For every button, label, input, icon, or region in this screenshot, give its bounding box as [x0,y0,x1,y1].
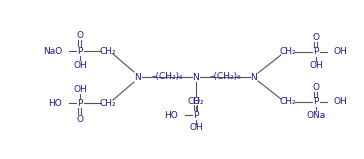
Text: –(CH₂)₆: –(CH₂)₆ [209,73,241,82]
Text: OH: OH [309,61,323,69]
Text: P: P [313,48,319,56]
Text: HO: HO [164,111,178,120]
Text: CH₂: CH₂ [280,97,296,107]
Text: O: O [76,114,83,124]
Text: N: N [251,73,257,82]
Text: OH: OH [334,97,348,107]
Text: O: O [313,83,320,93]
Text: CH₂: CH₂ [188,97,204,106]
Text: OH: OH [73,84,87,93]
Text: P: P [313,97,319,107]
Text: –(CH₂)₆: –(CH₂)₆ [151,73,183,82]
Text: CH₂: CH₂ [280,48,296,56]
Text: CH₂: CH₂ [100,98,116,107]
Text: ONa: ONa [306,111,326,120]
Text: P: P [77,98,83,107]
Text: O: O [313,34,320,42]
Text: P: P [77,46,83,55]
Text: NaO: NaO [43,46,62,55]
Text: OH: OH [73,61,87,69]
Text: CH₂: CH₂ [100,46,116,55]
Text: OH: OH [189,124,203,132]
Text: O: O [193,97,199,106]
Text: O: O [76,31,83,39]
Text: N: N [135,73,141,82]
Text: P: P [193,111,199,120]
Text: OH: OH [334,48,348,56]
Text: N: N [193,73,199,82]
Text: HO: HO [48,98,62,107]
